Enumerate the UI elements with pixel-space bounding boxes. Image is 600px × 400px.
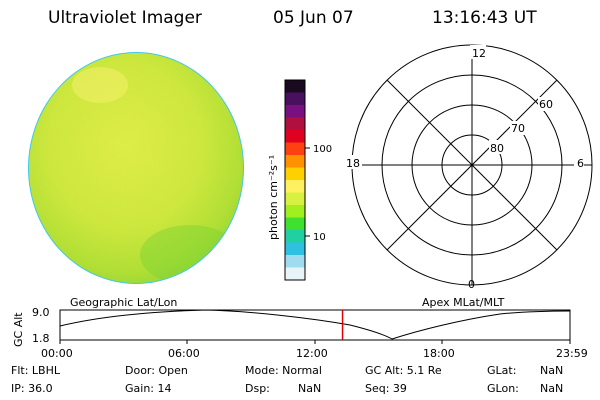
date-label: 05 Jun 07 — [273, 8, 354, 28]
colorbar-segment — [285, 255, 305, 268]
colorbar-segment — [285, 167, 305, 181]
colorbar-segment — [285, 117, 305, 131]
status-glon-label: GLon: — [487, 382, 519, 395]
colorbar-segment — [285, 92, 305, 106]
colorbar: 100 10 photon cm⁻²s⁻¹ — [267, 79, 332, 281]
timeline-left-title: Geographic Lat/Lon — [70, 296, 177, 309]
status-glon-value: NaN — [540, 382, 564, 395]
status-dsp-label: Dsp: — [245, 382, 270, 395]
timeline-xtick-1800: 18:00 — [423, 347, 455, 360]
clock-label-6: 6 — [577, 157, 584, 170]
colorbar-segment — [285, 192, 305, 206]
colorbar-segment — [285, 242, 305, 256]
colorbar-segment — [285, 142, 305, 156]
status-glat-label: GLat: — [487, 364, 517, 377]
timeline-plot: Geographic Lat/Lon Apex MLat/MLT 9.0 1.8… — [12, 296, 588, 360]
colorbar-tick-10: 10 — [313, 232, 326, 243]
status-glat-value: NaN — [540, 364, 564, 377]
timeline-xtick-0600: 06:00 — [168, 347, 200, 360]
lat-label-60: 60 — [539, 98, 553, 111]
clock-label-12: 12 — [472, 47, 486, 60]
colorbar-segment — [285, 267, 305, 281]
colorbar-unit-label: photon cm⁻²s⁻¹ — [267, 155, 280, 240]
timeline-right-title: Apex MLat/MLT — [422, 296, 505, 309]
colorbar-segment — [285, 230, 305, 243]
status-gc-alt: GC Alt: 5.1 Re — [365, 364, 442, 377]
clock-label-0: 0 — [468, 278, 475, 291]
status-gain: Gain: 14 — [125, 382, 172, 395]
status-flt: Flt: LBHL — [11, 364, 60, 377]
status-mode: Mode: Normal — [245, 364, 322, 377]
time-label: 13:16:43 UT — [432, 8, 537, 28]
clock-label-18: 18 — [346, 157, 360, 170]
colorbar-segment — [285, 205, 305, 218]
status-seq: Seq: 39 — [365, 382, 407, 395]
colorbar-segment — [285, 155, 305, 168]
timeline-xtick-1200: 12:00 — [296, 347, 328, 360]
lat-label-70: 70 — [511, 122, 525, 135]
colorbar-segment — [285, 130, 305, 143]
timeline-xtick-2359: 23:59 — [556, 347, 588, 360]
colorbar-segment — [285, 80, 305, 93]
status-ip: IP: 36.0 — [11, 382, 53, 395]
uv-image — [28, 52, 244, 284]
gc-alt-curve — [59, 309, 571, 340]
colorbar-segment — [285, 105, 305, 118]
status-door: Door: Open — [125, 364, 188, 377]
timeline-ytick-9: 9.0 — [32, 306, 50, 319]
timeline-ytick-1.8: 1.8 — [32, 332, 50, 345]
status-dsp-value: NaN — [298, 382, 322, 395]
timeline-y-label: GC Alt — [12, 312, 25, 347]
colorbar-segment — [285, 217, 305, 231]
colorbar-segment — [285, 180, 305, 193]
polar-plot — [351, 44, 593, 286]
timeline-xtick-0000: 00:00 — [41, 347, 73, 360]
colorbar-tick-100: 100 — [313, 144, 332, 155]
lat-label-80: 80 — [490, 142, 504, 155]
instrument-title: Ultraviolet Imager — [48, 8, 202, 28]
